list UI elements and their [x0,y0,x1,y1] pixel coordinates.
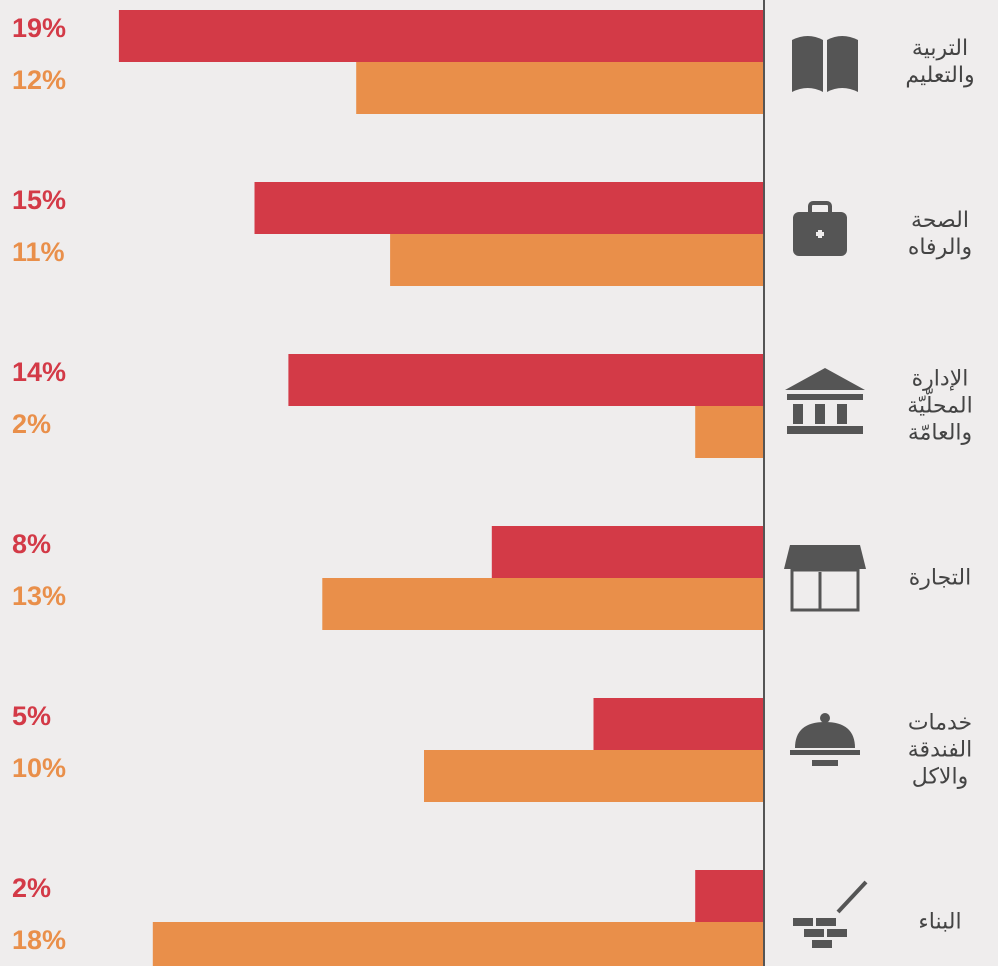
cloche-icon [790,713,860,766]
value-label: 19% [12,13,66,43]
value-label: 2% [12,873,51,903]
category-label: التجارة [908,565,972,591]
value-label: 13% [12,581,66,611]
category-label: الإدارة المحلّيّة والعامّة [907,366,973,446]
category-label: التربية والتعليم [905,36,975,88]
bar [424,750,763,802]
bar [254,182,763,234]
value-label: 15% [12,185,66,215]
medkit-icon [793,201,847,256]
category-label: خدمات الفندقة والاكل [907,710,973,790]
value-label: 8% [12,529,51,559]
value-label: 2% [12,409,51,439]
bar [390,234,763,286]
value-label: 14% [12,357,66,387]
bar [152,922,764,966]
bar [118,10,763,62]
bar [322,578,763,630]
bar [695,870,763,922]
book-icon [792,36,858,92]
bank-icon [785,368,865,434]
value-label: 10% [12,753,66,783]
bar [593,698,763,750]
bar [288,354,763,406]
bar [491,526,763,578]
bricks-icon [793,880,868,948]
icons [784,36,868,948]
value-label: 18% [12,925,66,955]
value-label: 5% [12,701,51,731]
value-label: 11% [12,237,65,267]
category-label: الصحة والرفاه [907,208,973,260]
bar [356,62,763,114]
category-label: البناء [918,909,962,935]
bar [695,406,763,458]
shop-icon [784,545,866,612]
value-label: 12% [12,65,66,95]
